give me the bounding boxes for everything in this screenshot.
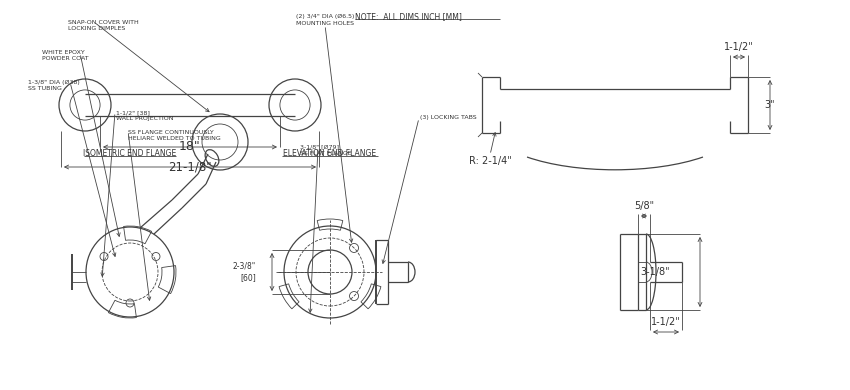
Text: 1-1/2" [38]
WALL PROJECTION: 1-1/2" [38] WALL PROJECTION <box>116 110 173 121</box>
Text: 3-1/8": 3-1/8" <box>640 267 670 277</box>
Text: 1-1/2": 1-1/2" <box>651 317 681 327</box>
Text: SS FLANGE CONTINUOUSLY
HELIARC WELDED TO TUBING: SS FLANGE CONTINUOUSLY HELIARC WELDED TO… <box>128 130 221 141</box>
Text: 3": 3" <box>765 100 775 110</box>
Text: (2) 3/4" DIA (Ø6.5)
MOUNTING HOLES: (2) 3/4" DIA (Ø6.5) MOUNTING HOLES <box>296 14 354 26</box>
Text: 21-1/8": 21-1/8" <box>168 161 212 174</box>
Text: 1-3/8" DIA (Ø38)
SS TUBING: 1-3/8" DIA (Ø38) SS TUBING <box>28 80 80 91</box>
Text: ELEVATION END FLANGE: ELEVATION END FLANGE <box>283 149 377 158</box>
Text: ISOMETRIC END FLANGE: ISOMETRIC END FLANGE <box>83 149 177 158</box>
Text: 1-1/2": 1-1/2" <box>724 42 754 52</box>
Text: NOTE:  ALL DIMS INCH [MM]: NOTE: ALL DIMS INCH [MM] <box>355 12 462 21</box>
Text: 18": 18" <box>179 140 201 154</box>
Text: WHITE EPOXY
POWDER COAT: WHITE EPOXY POWDER COAT <box>42 50 88 61</box>
Text: 2-3/8"
[60]: 2-3/8" [60] <box>233 262 256 282</box>
Text: 3-1/8" [Ø79]
SS FLAT FLANGE: 3-1/8" [Ø79] SS FLAT FLANGE <box>300 144 352 156</box>
Text: R: 2-1/4": R: 2-1/4" <box>468 156 512 166</box>
Text: SNAP-ON COVER WITH
LOCKING DIMPLES: SNAP-ON COVER WITH LOCKING DIMPLES <box>68 20 139 31</box>
Text: 5/8": 5/8" <box>634 201 654 211</box>
Text: (3) LOCKING TABS: (3) LOCKING TABS <box>420 115 477 121</box>
